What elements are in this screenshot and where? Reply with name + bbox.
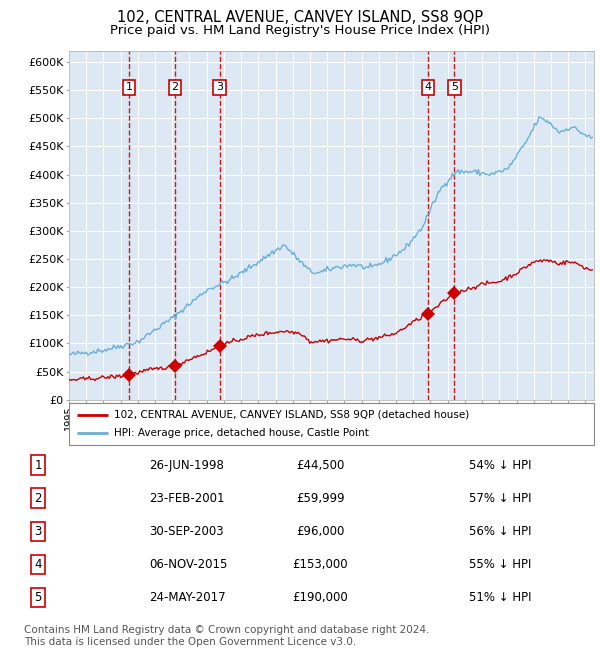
Text: 1: 1 [35, 459, 42, 472]
Text: 24-MAY-2017: 24-MAY-2017 [149, 592, 226, 604]
Text: 102, CENTRAL AVENUE, CANVEY ISLAND, SS8 9QP (detached house): 102, CENTRAL AVENUE, CANVEY ISLAND, SS8 … [113, 410, 469, 420]
Text: 30-SEP-2003: 30-SEP-2003 [149, 525, 224, 538]
Text: 26-JUN-1998: 26-JUN-1998 [149, 459, 224, 472]
Text: £153,000: £153,000 [293, 558, 348, 571]
Text: 56% ↓ HPI: 56% ↓ HPI [469, 525, 531, 538]
Text: 4: 4 [35, 558, 42, 571]
Text: 3: 3 [35, 525, 42, 538]
Text: £44,500: £44,500 [296, 459, 344, 472]
Text: 5: 5 [451, 83, 458, 92]
Text: Contains HM Land Registry data © Crown copyright and database right 2024.
This d: Contains HM Land Registry data © Crown c… [24, 625, 430, 647]
Text: 4: 4 [424, 83, 431, 92]
Text: 102, CENTRAL AVENUE, CANVEY ISLAND, SS8 9QP: 102, CENTRAL AVENUE, CANVEY ISLAND, SS8 … [117, 10, 483, 25]
Text: Price paid vs. HM Land Registry's House Price Index (HPI): Price paid vs. HM Land Registry's House … [110, 24, 490, 37]
Text: 2: 2 [35, 492, 42, 504]
Text: 23-FEB-2001: 23-FEB-2001 [149, 492, 225, 504]
Text: £190,000: £190,000 [293, 592, 348, 604]
Text: HPI: Average price, detached house, Castle Point: HPI: Average price, detached house, Cast… [113, 428, 368, 438]
Text: 5: 5 [35, 592, 42, 604]
Text: £59,999: £59,999 [296, 492, 345, 504]
Text: 2: 2 [171, 83, 178, 92]
Text: 3: 3 [216, 83, 223, 92]
FancyBboxPatch shape [69, 403, 594, 445]
Text: £96,000: £96,000 [296, 525, 344, 538]
Text: 54% ↓ HPI: 54% ↓ HPI [469, 459, 531, 472]
Text: 06-NOV-2015: 06-NOV-2015 [149, 558, 228, 571]
Text: 51% ↓ HPI: 51% ↓ HPI [469, 592, 531, 604]
Text: 57% ↓ HPI: 57% ↓ HPI [469, 492, 531, 504]
Text: 1: 1 [125, 83, 133, 92]
Text: 55% ↓ HPI: 55% ↓ HPI [469, 558, 531, 571]
